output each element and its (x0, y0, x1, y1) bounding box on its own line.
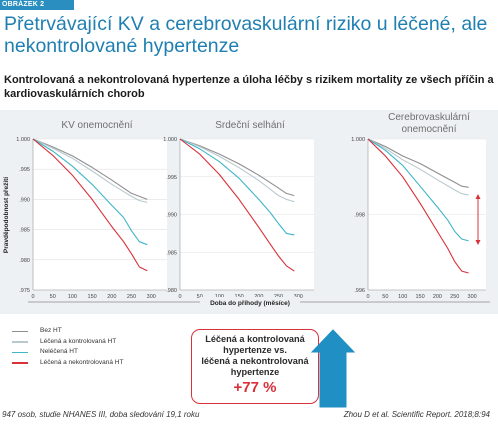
y-tick-label: .995 (166, 175, 177, 181)
y-tick-label: .990 (19, 197, 30, 203)
x-tick-label: 300 (147, 294, 156, 300)
x-tick-label: 250 (127, 294, 136, 300)
y-tick-label: 1.000 (351, 137, 365, 143)
x-tick-label: 100 (398, 294, 407, 300)
x-tick-label: 50 (382, 294, 388, 300)
series-line (367, 138, 469, 274)
callout-line: hypertenze vs. (223, 345, 287, 355)
x-tick-label: 50 (197, 294, 203, 300)
page-title: Přetrvávající KV a cerebrovaskulární riz… (4, 13, 488, 57)
series-line (179, 138, 295, 236)
y-tick-label: .996 (354, 288, 365, 294)
y-tick-label: 1.000 (163, 137, 177, 143)
footer-source: 947 osob, studie NHANES III, doba sledov… (2, 410, 200, 419)
y-tick-label: 1.000 (16, 137, 30, 143)
callout-value: +77 % (233, 379, 277, 396)
legend-swatch (12, 362, 28, 364)
page-subtitle: Kontrolovaná a nekontrolovaná hypertenze… (4, 74, 494, 100)
chart-title: Cerebrovaskulární (388, 112, 470, 123)
legend-swatch (12, 351, 28, 354)
x-label-bg (200, 297, 300, 307)
series-line (367, 138, 469, 242)
x-tick-label: 250 (450, 294, 459, 300)
series-line (367, 138, 469, 188)
x-tick-label: 100 (68, 294, 77, 300)
series-line (32, 138, 148, 246)
y-tick-label: .990 (166, 213, 177, 219)
x-tick-label: 0 (31, 294, 34, 300)
x-tick-label: 0 (178, 294, 181, 300)
series-line (179, 138, 295, 197)
y-tick-label: .985 (19, 228, 30, 234)
y-tick-label: .998 (354, 213, 365, 219)
legend-label: Léčená a kontrolovaná HT (40, 337, 117, 345)
x-tick-label: 300 (468, 294, 477, 300)
callout-line: hypertenze (230, 367, 280, 377)
legend-entry: Léčená a nekontrolovaná HT (0, 358, 180, 368)
series-line (32, 138, 148, 203)
x-tick-label: 200 (107, 294, 116, 300)
y-tick-label: .985 (166, 250, 177, 256)
figure-tag: OBRÁZEK 2 (0, 0, 74, 10)
legend-swatch (12, 330, 28, 333)
y-axis-label: Pravděpodobnost přežití (3, 177, 10, 253)
x-tick-label: 150 (415, 294, 424, 300)
y-tick-label: .980 (19, 258, 30, 264)
x-axis-label: Doba do příhody (měsíce) (210, 300, 290, 307)
series-line (32, 138, 148, 200)
plot-area (33, 139, 167, 290)
legend-entry: Neléčená HT (0, 347, 180, 357)
y-tick-label: .975 (19, 288, 30, 294)
legend-label: Bez HT (40, 327, 62, 334)
series-line (179, 138, 295, 272)
callout-text: Léčená a kontrolovaná hypertenze vs. léčen… (192, 334, 318, 378)
chart-title: Srdeční selhání (215, 120, 285, 131)
x-tick-label: 50 (50, 294, 56, 300)
legend-label: Léčená a nekontrolovaná HT (40, 358, 124, 366)
chart-title: KV onemocnění (61, 120, 132, 131)
arrow-head-down-icon (475, 240, 481, 245)
x-tick-label: 200 (433, 294, 442, 300)
y-tick-label: .995 (19, 167, 30, 173)
series-line (179, 138, 295, 203)
series-line (32, 138, 148, 272)
footer-citation: Zhou D et al. Scientific Report. 2018;8:… (343, 410, 490, 419)
callout-line: Léčená a kontrolovaná (205, 334, 305, 344)
legend-label: Neléčená HT (40, 348, 78, 355)
legend-entry: Léčená a kontrolovaná HT (0, 337, 180, 347)
y-tick-label: .980 (166, 288, 177, 294)
series-line (367, 138, 469, 196)
chart-title: onemocnění (401, 124, 456, 135)
legend-swatch (12, 341, 28, 343)
callout-line: léčená a nekontrolovaná (201, 356, 309, 366)
arrow-head-up-icon (475, 194, 481, 199)
legend-entry: Bez HT (0, 326, 180, 336)
callout-box: Léčená a kontrolovaná hypertenze vs. léčen… (191, 329, 319, 404)
x-tick-label: 150 (88, 294, 97, 300)
x-tick-label: 0 (366, 294, 369, 300)
